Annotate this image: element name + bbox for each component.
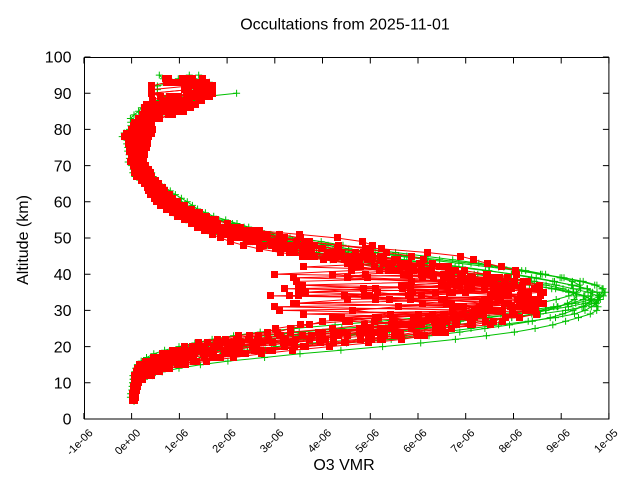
svg-text:2e-06: 2e-06 [210, 427, 238, 455]
svg-text:Occultations from 2025-11-01: Occultations from 2025-11-01 [240, 17, 450, 34]
svg-text:100: 100 [45, 50, 72, 67]
svg-text:1e-06: 1e-06 [163, 427, 191, 455]
svg-text:30: 30 [54, 303, 72, 320]
svg-text:8e-06: 8e-06 [497, 427, 525, 455]
svg-text:0: 0 [63, 412, 72, 429]
svg-text:90: 90 [54, 86, 72, 103]
svg-text:O3 VMR: O3 VMR [313, 457, 374, 474]
svg-text:40: 40 [54, 267, 72, 284]
svg-text:9e-06: 9e-06 [544, 427, 572, 455]
svg-text:60: 60 [54, 195, 72, 212]
svg-text:70: 70 [54, 158, 72, 175]
svg-text:0e+00: 0e+00 [113, 427, 143, 457]
svg-text:1e-05: 1e-05 [592, 427, 620, 455]
svg-text:80: 80 [54, 122, 72, 139]
svg-text:-1e-06: -1e-06 [65, 427, 96, 458]
svg-text:20: 20 [54, 339, 72, 356]
svg-text:7e-06: 7e-06 [449, 427, 477, 455]
svg-text:Altitude (km): Altitude (km) [15, 195, 32, 285]
svg-text:3e-06: 3e-06 [258, 427, 286, 455]
svg-text:50: 50 [54, 231, 72, 248]
svg-text:5e-06: 5e-06 [354, 427, 382, 455]
svg-text:10: 10 [54, 376, 72, 393]
svg-text:4e-06: 4e-06 [306, 427, 334, 455]
svg-text:6e-06: 6e-06 [401, 427, 429, 455]
